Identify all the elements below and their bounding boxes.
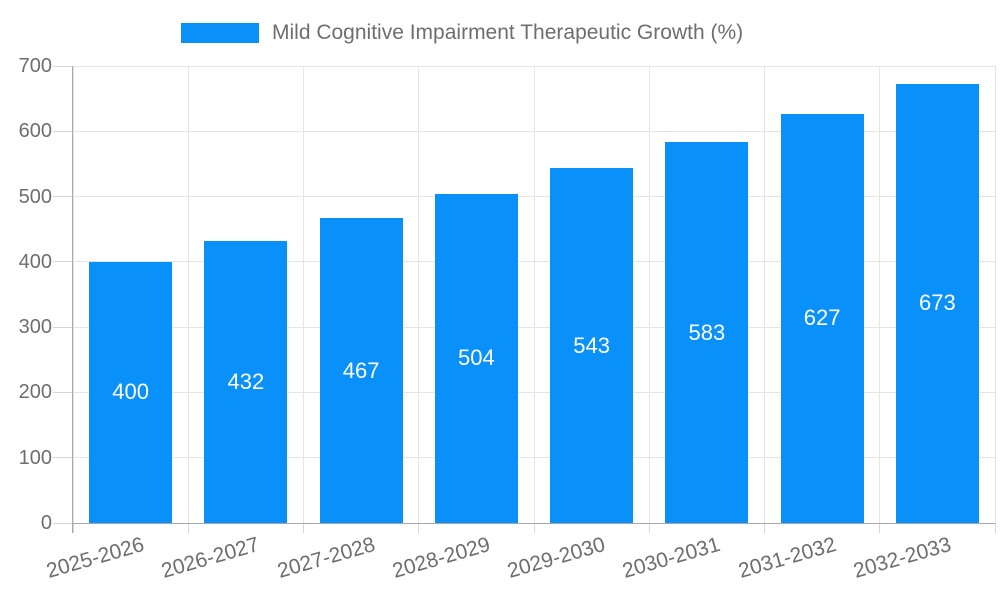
y-tick-mark [53,196,73,198]
v-gridline [303,66,304,523]
v-gridline [648,66,650,523]
x-axis-label: 2025-2026 [44,533,147,583]
x-tick-mark [764,523,765,533]
y-tick-mark [53,130,73,132]
y-tick-mark [53,391,73,393]
x-tick-mark [303,523,304,533]
y-axis-label: 600 [18,120,52,143]
bar-value-label: 627 [803,305,841,331]
y-tick-mark [53,457,73,459]
x-tick-mark [648,523,650,533]
plot-area: 400 432 467 504 543 583 627 673 [72,65,996,524]
legend-label: Mild Cognitive Impairment Therapeutic Gr… [272,21,744,44]
bar [895,83,979,523]
y-tick-mark [53,326,73,328]
x-axis-label: 2028-2029 [389,533,493,583]
v-gridline [533,66,535,523]
bar [665,142,749,523]
y-axis-line [72,66,73,533]
bar [319,218,403,523]
y-tick-mark [53,522,73,524]
chart-legend: Mild Cognitive Impairment Therapeutic Gr… [181,21,743,45]
bar-value-label: 583 [688,319,726,345]
bar-value-label: 673 [919,290,956,316]
x-tick-mark [418,523,420,533]
x-tick-mark [187,523,189,533]
x-axis-label: 2032-2033 [850,533,954,583]
y-axis-label: 200 [18,381,52,404]
x-tick-mark [994,523,996,533]
y-tick-mark [53,261,73,263]
x-axis-label: 2027-2028 [274,533,378,583]
bar-value-label: 400 [112,379,149,405]
v-gridline [72,66,74,523]
x-tick-mark [533,523,535,533]
x-axis-label: 2030-2031 [620,533,724,583]
y-axis-label: 400 [18,250,52,273]
x-axis-label: 2026-2027 [159,533,263,583]
v-gridline [187,66,189,523]
y-axis-label: 0 [40,512,52,534]
v-gridline [764,66,765,523]
bar-value-label: 432 [227,368,265,394]
y-axis-label: 500 [18,185,52,208]
legend-swatch [181,23,259,43]
bar [434,193,518,523]
y-axis-label: 100 [18,446,52,469]
y-tick-mark [53,65,73,67]
x-axis-label: 2031-2032 [735,533,839,583]
v-gridline [879,66,881,523]
x-tick-mark [879,523,881,533]
bar-value-label: 543 [573,332,610,358]
x-axis-line [73,523,995,524]
y-axis-label: 300 [18,316,52,339]
v-gridline [418,66,420,523]
bar [550,168,634,523]
v-gridline [994,66,996,523]
x-tick-mark [72,523,74,533]
bar [780,113,864,523]
y-axis-label: 700 [18,55,52,77]
x-axis-label: 2029-2030 [505,533,608,583]
bar [204,240,288,523]
bar [89,261,173,523]
bar-value-label: 467 [342,357,380,383]
bar-value-label: 504 [458,345,495,371]
